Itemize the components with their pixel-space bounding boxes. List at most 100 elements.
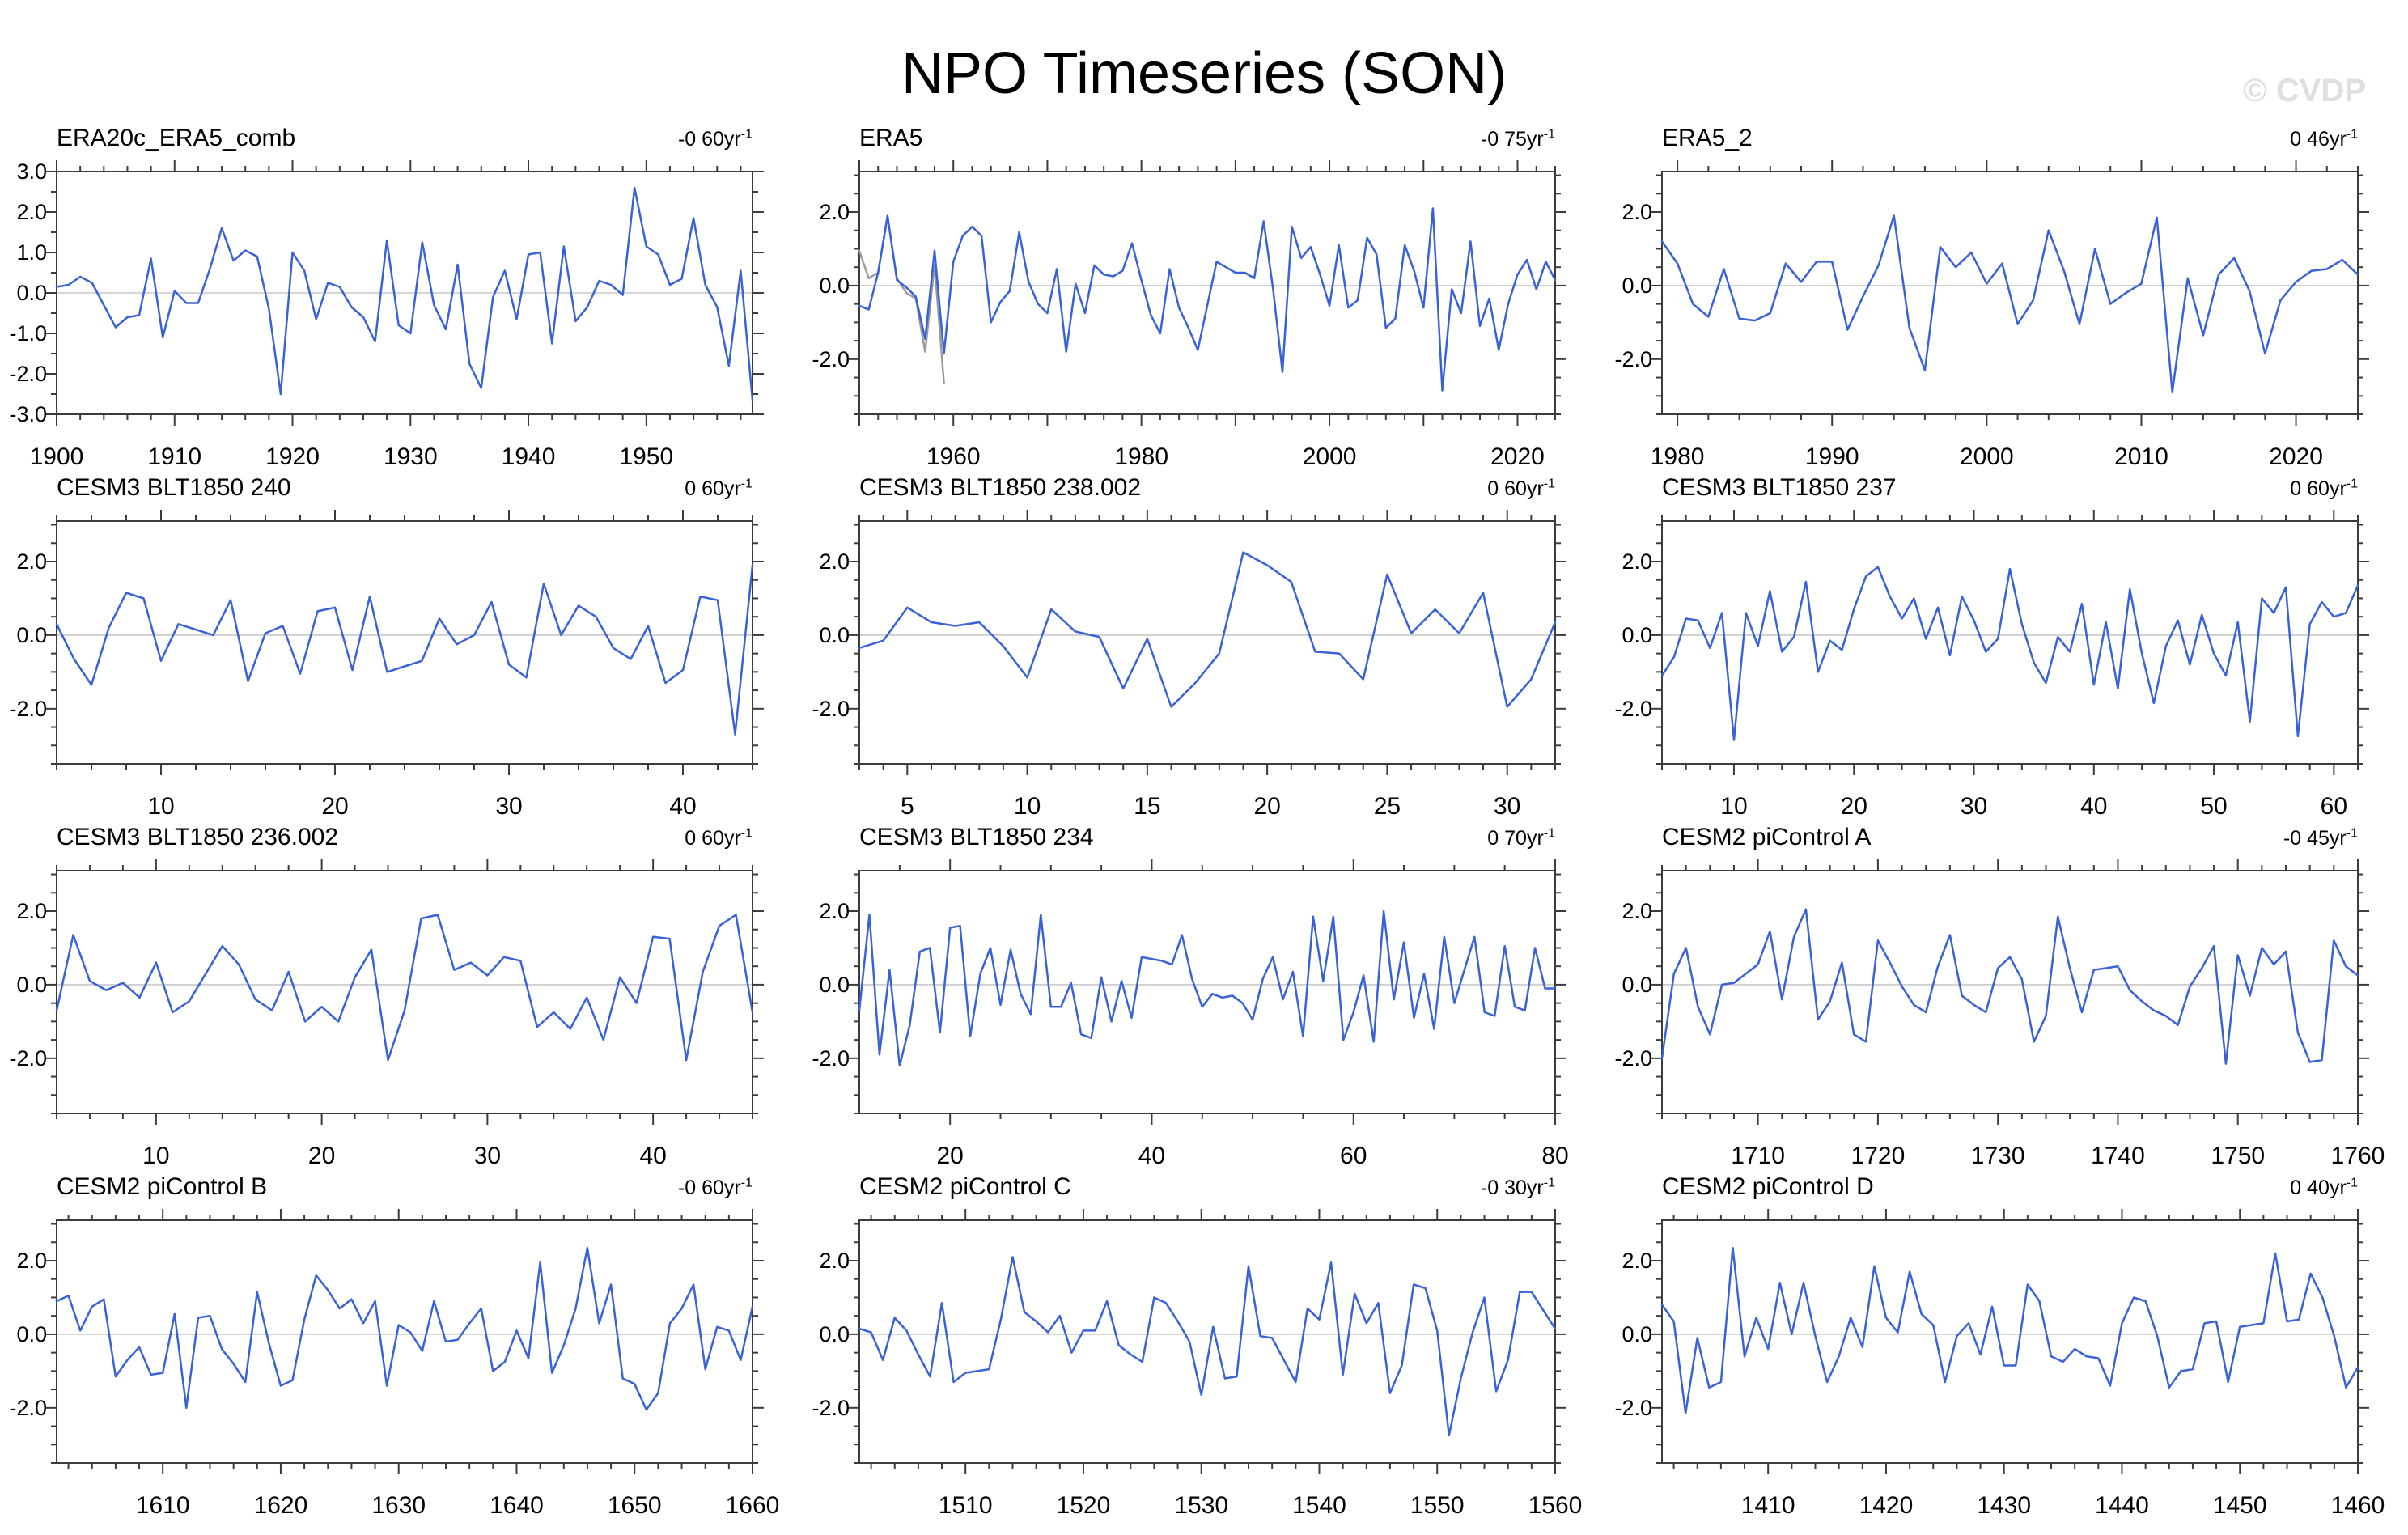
svg-text:0.0: 0.0 — [1622, 274, 1652, 298]
axis-ticks — [45, 1209, 764, 1474]
svg-text:1740: 1740 — [2091, 1143, 2145, 1169]
trend-exponent: -1 — [1543, 1176, 1555, 1190]
panel-title: CESM2 piControl A — [1662, 824, 1872, 850]
axis-ticks — [1651, 1209, 2369, 1474]
series-line — [858, 551, 1557, 708]
svg-text:2.0: 2.0 — [16, 200, 47, 224]
x-axis-labels: 10 20 30 40 50 60 — [1720, 793, 2347, 820]
panel-cesm3-blt1850-240: CESM3 BLT1850 240 0 60yr-1 -2.0 0.0 2.0 10 20 3… — [0, 471, 803, 821]
series-line — [858, 207, 1557, 392]
axis-ticks — [1651, 510, 2369, 775]
svg-text:30: 30 — [474, 1143, 501, 1169]
svg-text:0.0: 0.0 — [819, 274, 850, 298]
x-axis-labels: 10 20 30 40 — [147, 793, 696, 820]
svg-text:60: 60 — [2321, 793, 2347, 820]
cvdp-watermark: © CVDP — [2243, 73, 2366, 108]
y-axis-labels: -3.0 -2.0 -1.0 0.0 1.0 2.0 3.0 — [9, 159, 47, 426]
svg-text:-3.0: -3.0 — [9, 402, 47, 426]
svg-text:0.0: 0.0 — [819, 623, 850, 647]
svg-text:0.0: 0.0 — [819, 973, 850, 997]
timeseries-plot: -3.0 -2.0 -1.0 0.0 1.0 2.0 3.0 1900 1910 1920 1930… — [9, 159, 764, 470]
svg-text:0.0: 0.0 — [16, 623, 47, 647]
panel-cesm3-blt1850-234: CESM3 BLT1850 234 0 70yr-1 -2.0 0.0 2.0 20 40 6… — [803, 821, 1605, 1170]
plot-box — [1661, 171, 2359, 415]
panel-cesm2-picontrol-b: CESM2 piControl B -0 60yr-1 -2.0 0.0 2.0 1610… — [0, 1170, 803, 1520]
svg-text:2.0: 2.0 — [16, 1249, 47, 1273]
series-line — [858, 1256, 1557, 1437]
svg-text:2.0: 2.0 — [16, 899, 47, 923]
svg-text:-2.0: -2.0 — [9, 1046, 47, 1071]
panel-title: CESM2 piControl B — [57, 1173, 268, 1200]
svg-text:0.0: 0.0 — [819, 1322, 850, 1346]
panel-era5: ERA5 -0 75yr-1 -2.0 0.0 2.0 1960 1980 2000 2020 — [803, 121, 1605, 471]
timeseries-plot: -2.0 0.0 2.0 1980 1990 2000 2010 2020 — [1614, 160, 2369, 470]
series-line — [1660, 566, 2359, 741]
svg-text:1900: 1900 — [30, 443, 84, 470]
panels-grid: ERA20c_ERA5_comb -0 60yr-1 -3.0 -2.0 -1.0 0.0… — [0, 121, 2408, 1520]
axis-ticks — [1651, 160, 2369, 426]
trend-annotation: 0 60yr-1 — [685, 477, 752, 500]
plot-box — [56, 870, 753, 1114]
panel-cesm2-picontrol-c: CESM2 piControl C -0 30yr-1 -2.0 0.0 2.0 1510… — [803, 1170, 1605, 1520]
panel-era5-2: ERA5_2 0 46yr-1 -2.0 0.0 2.0 1980 1990 2000 2010… — [1605, 121, 2408, 471]
timeseries-plot: -2.0 0.0 2.0 20 40 60 80 — [812, 859, 1569, 1169]
svg-text:40: 40 — [669, 793, 696, 820]
svg-text:-2.0: -2.0 — [9, 1396, 47, 1420]
svg-text:2.0: 2.0 — [1622, 549, 1652, 574]
svg-text:1520: 1520 — [1057, 1492, 1111, 1519]
plot-box — [858, 1219, 1556, 1464]
svg-text:1710: 1710 — [1731, 1143, 1785, 1169]
timeseries-plot: -2.0 0.0 2.0 1960 1980 2000 2020 — [812, 160, 1566, 470]
svg-text:1920: 1920 — [265, 443, 320, 470]
series-line — [1660, 1246, 2359, 1414]
svg-text:2020: 2020 — [2269, 443, 2323, 470]
svg-text:20: 20 — [308, 1143, 335, 1169]
svg-text:1960: 1960 — [926, 443, 981, 470]
svg-text:1760: 1760 — [2331, 1143, 2385, 1169]
svg-text:-2.0: -2.0 — [812, 347, 850, 371]
axis-ticks — [848, 160, 1566, 426]
svg-text:20: 20 — [936, 1143, 963, 1169]
axis-ticks — [45, 160, 764, 426]
series-line — [55, 564, 754, 736]
series-line — [55, 186, 754, 401]
svg-text:1410: 1410 — [1741, 1492, 1795, 1519]
svg-text:2.0: 2.0 — [1622, 1249, 1652, 1273]
svg-text:2010: 2010 — [2114, 443, 2168, 470]
y-axis-labels: -2.0 0.0 2.0 — [9, 549, 47, 721]
axis-ticks — [45, 510, 764, 775]
trend-annotation: 0 60yr-1 — [685, 826, 752, 850]
svg-text:1730: 1730 — [1971, 1143, 2025, 1169]
svg-text:-2.0: -2.0 — [9, 697, 47, 721]
svg-text:0.0: 0.0 — [1622, 623, 1652, 647]
trend-exponent: -1 — [2346, 826, 2358, 841]
svg-text:80: 80 — [1541, 1143, 1568, 1169]
trend-exponent: -1 — [2346, 477, 2358, 491]
svg-text:0.0: 0.0 — [16, 973, 47, 997]
svg-text:2000: 2000 — [1303, 443, 1357, 470]
trend-annotation: -0 45yr-1 — [2283, 826, 2358, 850]
svg-text:1950: 1950 — [619, 443, 673, 470]
svg-text:1720: 1720 — [1851, 1143, 1906, 1169]
svg-text:1650: 1650 — [608, 1492, 662, 1519]
x-axis-labels: 1410 1420 1430 1440 1450 1460 — [1741, 1492, 2385, 1519]
trend-exponent: -1 — [740, 826, 752, 841]
svg-text:2.0: 2.0 — [819, 1249, 850, 1273]
svg-text:0.0: 0.0 — [1622, 973, 1652, 997]
svg-text:40: 40 — [639, 1143, 666, 1169]
y-axis-labels: -2.0 0.0 2.0 — [812, 549, 850, 721]
timeseries-plot: -2.0 0.0 2.0 1510 1520 1530 1540 1550 1560 — [812, 1209, 1582, 1519]
plot-box — [858, 171, 1556, 415]
svg-text:2.0: 2.0 — [819, 549, 850, 574]
trend-annotation: 0 60yr-1 — [1487, 477, 1555, 500]
svg-text:25: 25 — [1374, 793, 1401, 820]
trend-annotation: -0 30yr-1 — [1480, 1176, 1555, 1199]
panel-cesm3-blt1850-236-002: CESM3 BLT1850 236.002 0 60yr-1 -2.0 0.0 2.0 1… — [0, 821, 803, 1170]
svg-text:1660: 1660 — [726, 1492, 780, 1519]
svg-text:0.0: 0.0 — [16, 281, 47, 305]
trend-annotation: 0 70yr-1 — [1487, 826, 1555, 850]
svg-text:2.0: 2.0 — [16, 549, 47, 574]
svg-text:1980: 1980 — [1114, 443, 1168, 470]
svg-text:-2.0: -2.0 — [812, 1046, 850, 1071]
svg-text:-2.0: -2.0 — [1614, 697, 1652, 721]
